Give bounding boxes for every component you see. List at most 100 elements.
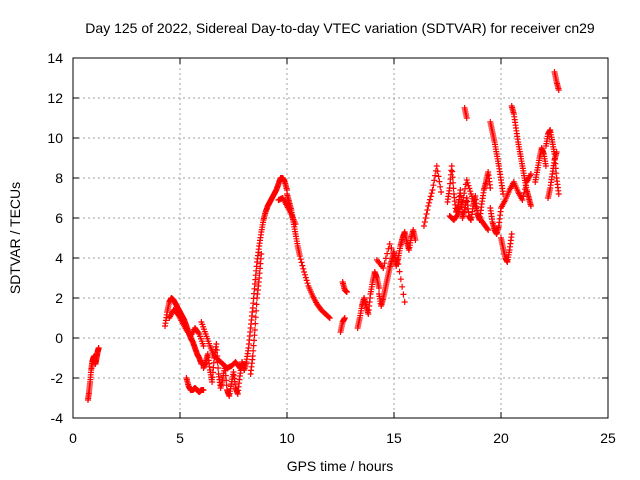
y-tick-label: 4 (55, 250, 63, 266)
data-point-plus (252, 314, 259, 321)
data-point-plus (426, 196, 433, 203)
y-axis-label: SDTVAR / TECUs (7, 182, 23, 294)
data-point-plus (457, 187, 464, 193)
y-tick-label: 6 (55, 210, 63, 226)
grid-lines (73, 58, 608, 418)
data-point-plus (390, 249, 397, 255)
data-point-plus (303, 277, 310, 284)
data-point-plus (467, 188, 474, 195)
data-point-plus (420, 223, 427, 229)
data-point-plus (215, 365, 222, 371)
data-point-plus (393, 257, 400, 263)
data-point-plus (520, 193, 527, 200)
data-point-plus (213, 341, 220, 347)
data-point-plus (341, 315, 348, 321)
data-point-plus (430, 182, 437, 189)
data-point-plus (459, 199, 466, 205)
data-point-plus (553, 149, 560, 155)
data-point-plus (449, 174, 456, 181)
data-point-plus (391, 253, 398, 259)
plot-frame (72, 57, 609, 419)
data-point-plus (396, 268, 403, 275)
data-point-plus (292, 221, 299, 227)
data-point-plus (300, 265, 307, 272)
data-point-plus (388, 245, 395, 251)
data-point-plus (426, 199, 433, 206)
x-tick-label: 15 (386, 430, 402, 446)
tick-labels: 0 5 10 15 20 25 -4 -2 0 2 4 6 8 10 12 14 (47, 50, 616, 446)
data-point-plus (200, 343, 207, 349)
x-axis-label: GPS time / hours (287, 458, 394, 474)
data-point-plus (296, 253, 303, 259)
data-point-plus (385, 245, 392, 252)
x-tick-label: 5 (176, 430, 184, 446)
data-point-plus (251, 332, 258, 339)
data-point-plus (425, 203, 432, 209)
data-point-plus (527, 203, 534, 209)
y-tick-label: 12 (47, 90, 63, 106)
axis-ticks (72, 57, 609, 419)
data-point-plus (301, 269, 308, 275)
data-point-plus (95, 345, 102, 351)
data-point-plus (450, 185, 457, 192)
data-point-plus (461, 190, 468, 197)
data-point-plus (434, 168, 441, 175)
y-tick-label: 10 (47, 130, 63, 146)
data-point-plus (438, 189, 445, 195)
data-point-plus (448, 163, 455, 169)
data-point-plus (250, 347, 257, 354)
data-point-plus (250, 342, 257, 349)
y-tick-label: 8 (55, 170, 63, 186)
data-point-plus (542, 163, 549, 169)
data-point-plus (302, 274, 309, 281)
data-point-plus (460, 194, 467, 201)
data-point-plus (433, 163, 440, 169)
data-point-plus (485, 227, 492, 233)
y-tick-label: 0 (55, 330, 63, 346)
data-point-plus (301, 271, 308, 278)
data-point-plus (555, 87, 562, 93)
data-point-plus (463, 177, 470, 183)
chart-title: Day 125 of 2022, Sidereal Day-to-day VTE… (85, 20, 595, 36)
data-point-plus (437, 183, 444, 190)
y-tick-label: -2 (51, 370, 64, 386)
data-point-plus (555, 191, 562, 197)
x-tick-label: 0 (69, 430, 77, 446)
data-point-plus (253, 301, 260, 308)
data-point-plus (450, 179, 457, 186)
x-tick-label: 25 (600, 430, 616, 446)
data-point-plus (384, 250, 391, 257)
data-point-plus (343, 289, 350, 295)
data-point-plus (466, 185, 473, 192)
data-point-plus (423, 211, 430, 217)
data-point-plus (249, 353, 256, 359)
x-tick-label: 20 (493, 430, 509, 446)
data-point-plus (431, 177, 438, 184)
data-marks (84, 69, 562, 403)
data-point-plus (200, 387, 207, 393)
data-point-plus (381, 260, 388, 267)
data-point-plus (435, 173, 442, 180)
data-point-plus (297, 256, 304, 263)
data-point-plus (298, 259, 305, 266)
data-point-plus (527, 171, 534, 177)
data-point-plus (195, 329, 202, 336)
data-point-plus (325, 314, 332, 321)
data-point-plus (412, 237, 419, 243)
data-point-plus (299, 262, 306, 269)
data-point-plus (464, 179, 471, 186)
data-point-plus (465, 182, 472, 189)
data-point-plus (432, 172, 439, 179)
data-point-plus (428, 190, 435, 197)
data-point-plus (487, 185, 494, 191)
data-point-plus (258, 251, 265, 257)
data-point-plus (519, 197, 526, 203)
data-point-plus (422, 215, 429, 221)
data-point-plus (380, 265, 387, 271)
data-point-plus (463, 115, 470, 121)
data-point-plus (376, 285, 383, 291)
data-point-plus (253, 307, 260, 314)
data-point-plus (427, 193, 434, 200)
y-tick-label: -4 (51, 410, 64, 426)
